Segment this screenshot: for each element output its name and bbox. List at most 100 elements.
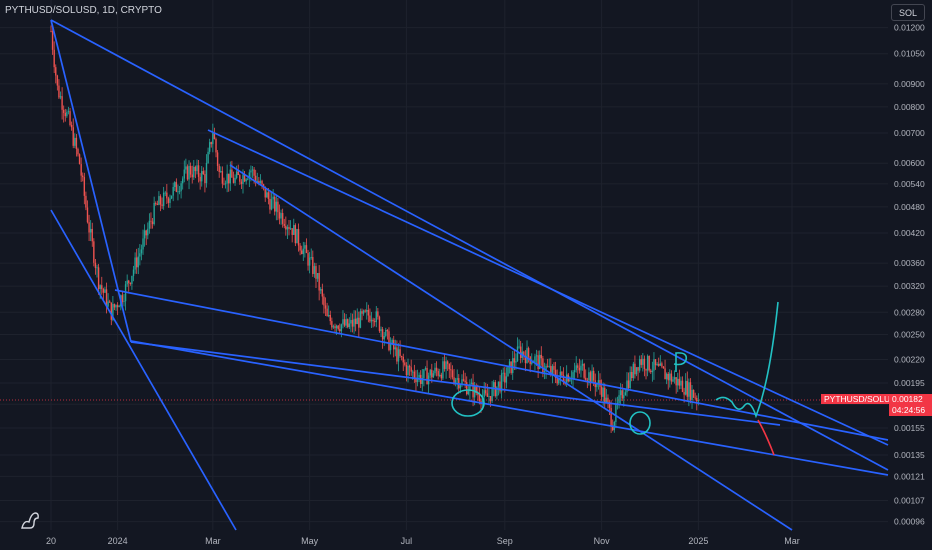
candle-body [450, 369, 452, 371]
time-axis[interactable]: 20 2024 Mar May Jul Sep Nov 2025 Mar [46, 536, 800, 546]
candle-body [608, 402, 611, 408]
candle-body [692, 389, 695, 398]
candle-body [626, 380, 628, 393]
candle-body [461, 379, 463, 386]
candle-body [296, 228, 298, 244]
candle-body [129, 282, 132, 284]
candle-body [534, 356, 536, 363]
candle-body [302, 248, 304, 255]
y-tick-label: 0.00540 [894, 179, 925, 189]
candle-body [307, 253, 309, 266]
candle-body [585, 377, 587, 380]
candle-body [70, 124, 73, 128]
candle-body [381, 329, 384, 340]
candle-body [689, 382, 692, 401]
candle-body [143, 230, 146, 239]
trendline-channel-low[interactable] [130, 341, 781, 426]
top-marker-p [673, 352, 688, 372]
candle-body [151, 221, 154, 225]
candle-body [337, 325, 339, 330]
candle-body [97, 267, 100, 290]
candle-body [389, 343, 392, 351]
candle-body [340, 324, 343, 332]
candle-body [277, 201, 279, 213]
candle-body [289, 228, 292, 230]
candle-body [83, 177, 86, 196]
trendline-channel-top[interactable] [114, 289, 889, 441]
candle-body [237, 171, 239, 175]
candle-body [453, 377, 455, 384]
candle-body [229, 169, 231, 184]
candle-body [329, 314, 331, 322]
candle-body [202, 171, 205, 175]
candle-body [210, 142, 212, 145]
y-tick-label: 0.00195 [894, 378, 925, 388]
candle-body [513, 358, 516, 363]
candle-body [505, 376, 508, 383]
candle-body [634, 363, 636, 375]
candle-body [489, 395, 492, 402]
candle-body [688, 382, 690, 397]
candle-body [497, 381, 500, 387]
candle-body [664, 368, 666, 380]
candle-body [361, 311, 363, 314]
candle-body [82, 175, 84, 178]
candle-body [186, 166, 189, 180]
candle-body [181, 178, 184, 184]
candle-body [193, 166, 195, 178]
trend-drawings[interactable] [50, 19, 889, 531]
candle-body [164, 192, 166, 194]
trendline-mar-peak[interactable] [207, 129, 889, 446]
candle-body [208, 142, 211, 152]
candle-body [548, 365, 550, 367]
candle-body [315, 266, 317, 279]
candle-body [686, 380, 688, 397]
trendline-channel-mid[interactable] [130, 340, 889, 476]
candle-body [512, 358, 514, 374]
candle-body [215, 139, 217, 153]
candle-body [140, 249, 143, 254]
tradingview-dino-icon[interactable] [20, 510, 42, 535]
candle-body [113, 304, 116, 308]
candle-body [166, 192, 168, 199]
candle-body [380, 329, 382, 332]
trendline-mar-cross[interactable] [229, 164, 793, 531]
candle-body [496, 386, 498, 397]
candle-body [424, 368, 427, 370]
y-tick-label: 0.00900 [894, 79, 925, 89]
x-tick-label: 20 [46, 536, 56, 546]
candle-body [267, 192, 270, 199]
trendline-left-drop[interactable] [50, 19, 132, 343]
candle-body [169, 198, 171, 203]
bar-countdown: 04:24:56 [892, 405, 926, 415]
candle-body [373, 321, 376, 323]
price-axis[interactable]: 0.01200 0.01050 0.00900 0.00800 0.00700 0.006… [894, 23, 925, 527]
x-tick-label: Mar [205, 536, 221, 546]
candle-body [523, 351, 525, 356]
candle-body [53, 49, 55, 68]
candle-body [627, 380, 630, 389]
candle-body [321, 289, 324, 297]
candle-body [332, 326, 335, 328]
trendline-left-steep[interactable] [50, 209, 237, 531]
candle-body [313, 266, 316, 274]
candle-body [109, 301, 111, 303]
candle-body [132, 269, 135, 276]
candle-body [632, 363, 635, 379]
candle-body [500, 373, 503, 392]
trendline-upper-channel[interactable] [50, 19, 889, 471]
candle-body [435, 367, 438, 371]
candle-body [231, 169, 233, 178]
x-tick-label: 2024 [108, 536, 128, 546]
currency-button[interactable]: SOL [891, 4, 925, 21]
candle-body [148, 220, 151, 229]
candle-body [274, 196, 276, 212]
y-tick-label: 0.00155 [894, 423, 925, 433]
candle-body [156, 203, 159, 205]
candle-body [661, 363, 663, 367]
candle-body [194, 166, 197, 172]
candle-body [577, 365, 579, 368]
candle-body [278, 212, 281, 219]
candle-body [62, 109, 65, 113]
